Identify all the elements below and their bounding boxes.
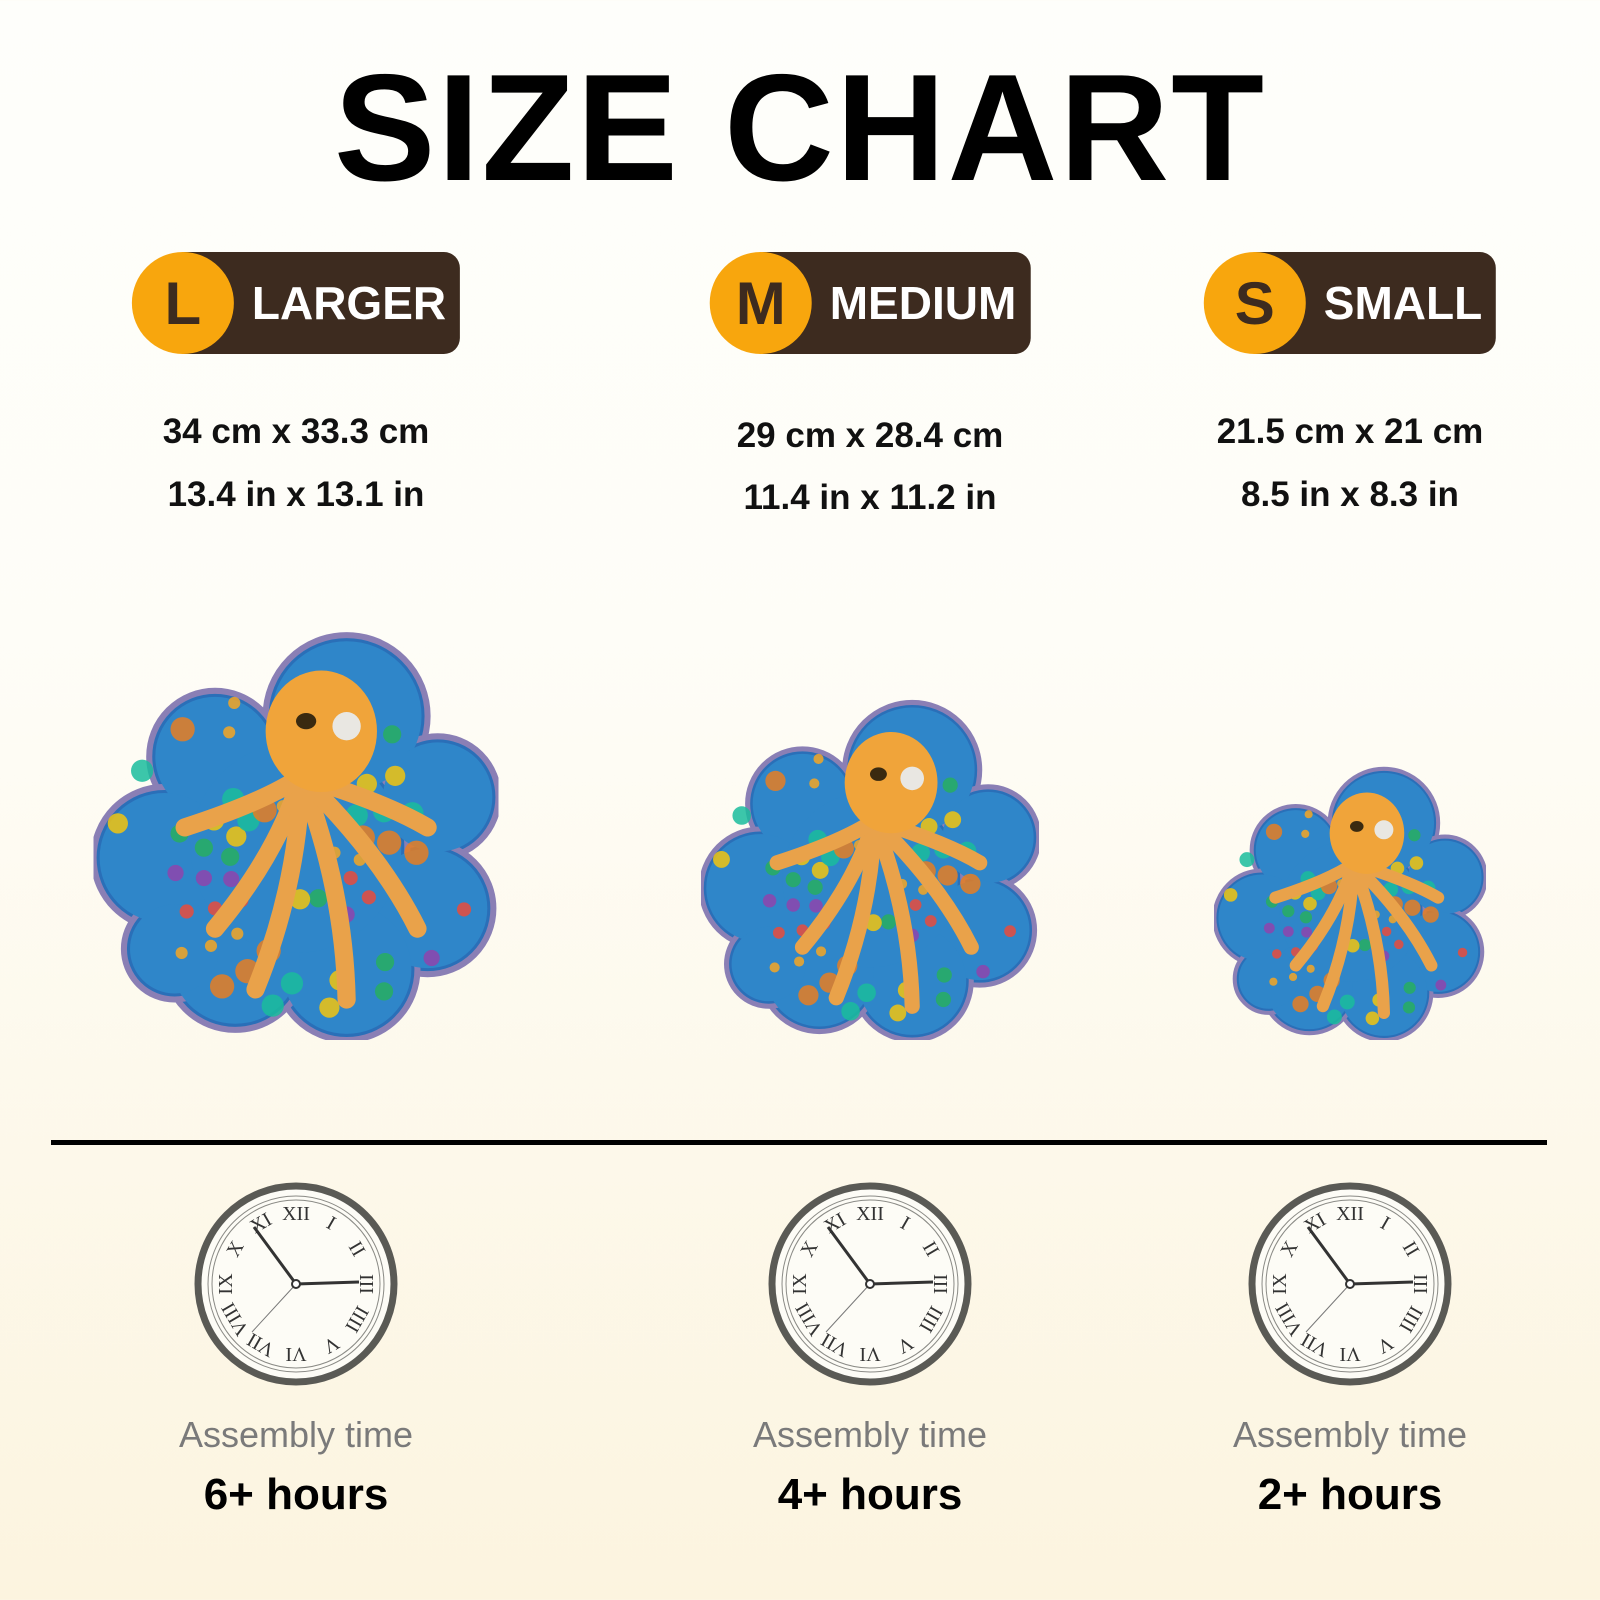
clock-numeral: IX	[215, 1273, 237, 1295]
size-badge-medium: M MEDIUM	[709, 252, 1031, 354]
size-inch: 8.5 in x 8.3 in	[1241, 475, 1459, 514]
size-badge-large: L LARGER	[131, 252, 461, 354]
clock-numeral: VI	[1339, 1343, 1360, 1365]
assembly-label: Assembly time	[1232, 1414, 1468, 1455]
clock-numeral: III	[1409, 1274, 1431, 1294]
clock-numeral: III	[355, 1274, 377, 1294]
clock-numeral: III	[929, 1274, 951, 1294]
size-letter: M	[709, 252, 812, 354]
size-column-large: L LARGER 34 cm x 33.3 cm 13.4 in x 13.1 …	[36, 0, 556, 1600]
assembly-time: 2+ hours	[1257, 1470, 1443, 1519]
octopus-puzzle-image	[701, 699, 1039, 1040]
assembly-time: 4+ hours	[777, 1470, 963, 1519]
clock-numeral: IX	[1269, 1273, 1291, 1295]
size-letter: L	[131, 252, 234, 354]
size-inch: 13.4 in x 13.1 in	[167, 475, 425, 514]
octopus-puzzle-image	[93, 632, 499, 1040]
assembly-label: Assembly time	[178, 1414, 414, 1455]
divider-line	[51, 1140, 1547, 1145]
clock-numeral: VI	[285, 1343, 306, 1365]
assembly-label: Assembly time	[752, 1414, 988, 1455]
clock-numeral: IX	[789, 1273, 811, 1295]
size-label: LARGER	[181, 252, 461, 354]
size-cm: 21.5 cm x 21 cm	[1216, 412, 1484, 451]
size-letter: S	[1203, 252, 1306, 354]
octopus-puzzle-image	[1214, 766, 1486, 1040]
size-cm: 34 cm x 33.3 cm	[162, 412, 430, 451]
size-cm: 29 cm x 28.4 cm	[736, 416, 1004, 455]
size-label: SMALL	[1253, 252, 1497, 354]
clock-numeral: XII	[282, 1203, 310, 1225]
size-badge-small: S SMALL	[1203, 252, 1497, 354]
assembly-time: 6+ hours	[203, 1470, 389, 1519]
clock-numeral: XII	[856, 1203, 884, 1225]
clock-numeral: XII	[1336, 1203, 1364, 1225]
clock-numeral: VI	[859, 1343, 880, 1365]
size-column-medium: M MEDIUM 29 cm x 28.4 cm 11.4 in x 11.2 …	[610, 0, 1130, 1600]
page-title: SIZE CHART	[334, 43, 1266, 213]
size-inch: 11.4 in x 11.2 in	[743, 478, 997, 517]
size-column-small: S SMALL 21.5 cm x 21 cm 8.5 in x 8.3 in …	[1090, 0, 1600, 1600]
